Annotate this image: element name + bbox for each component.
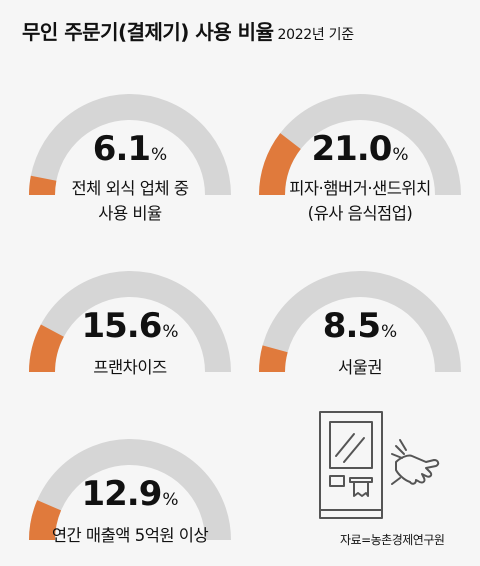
kiosk-hand-icon	[319, 411, 440, 519]
gauge-track	[29, 439, 231, 541]
gauge-value: 12.9%	[20, 474, 240, 514]
title-text: 무인 주문기(결제기) 사용 비율	[22, 20, 274, 44]
gauge-label-line: 프랜차이즈	[93, 358, 167, 377]
gauge-fill	[259, 345, 288, 373]
gauge-track	[29, 94, 231, 196]
gauge-value: 15.6%	[20, 306, 240, 346]
chart-title: 무인 주문기(결제기) 사용 비율 2022년 기준	[22, 16, 354, 45]
gauge-label-line: 사용 비율	[98, 204, 162, 223]
gauge-label-line: 연간 매출액 5억원 이상	[51, 526, 209, 545]
gauge-arc	[29, 271, 231, 373]
gauge-value: 8.5%	[250, 306, 470, 346]
gauge-label-line: 전체 외식 업체 중	[71, 179, 190, 198]
gauge-fill	[29, 500, 62, 541]
gauge-arc	[29, 94, 231, 196]
gauge-fill	[29, 324, 65, 373]
gauge-label: 연간 매출액 5억원 이상	[20, 523, 240, 548]
gauge-value-unit: %	[381, 322, 398, 342]
gauge-value-unit: %	[162, 322, 179, 342]
gauge-label-line: 서울권	[337, 358, 383, 377]
gauge-label: 서울권	[250, 355, 470, 380]
gauge-fill	[259, 133, 302, 196]
subtitle: 2022년 기준	[277, 27, 354, 43]
gauge-label-line: 피자·햄버거·샌드위치	[289, 179, 431, 198]
gauge-value-number: 8.5	[322, 306, 381, 346]
gauge-value-number: 6.1	[92, 129, 151, 169]
gauge-value-number: 21.0	[311, 129, 392, 169]
gauge-value-number: 12.9	[81, 474, 162, 514]
source-note: 자료=농촌경제연구원	[340, 533, 445, 547]
gauge-value-unit: %	[151, 145, 168, 165]
gauge-track	[259, 271, 461, 373]
gauge-value: 6.1%	[20, 129, 240, 169]
gauge-fill	[29, 175, 57, 196]
gauge-value-unit: %	[392, 145, 409, 165]
gauge-value-unit: %	[162, 490, 179, 510]
gauge-value-number: 15.6	[81, 306, 162, 346]
gauge-label: 프랜차이즈	[20, 355, 240, 380]
gauge-label: 피자·햄버거·샌드위치 (유사 음식점업)	[250, 176, 470, 226]
gauge-label-line: (유사 음식점업)	[307, 204, 413, 223]
gauge-value: 21.0%	[250, 129, 470, 169]
gauge-arc	[259, 271, 461, 373]
gauge-arc	[29, 439, 231, 541]
gauge-arc	[259, 94, 461, 196]
